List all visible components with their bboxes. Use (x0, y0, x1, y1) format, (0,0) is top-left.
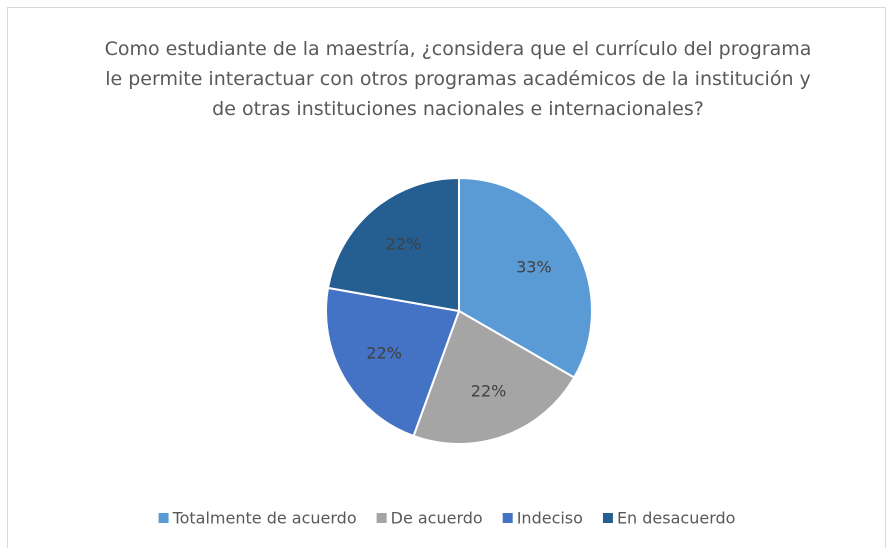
legend-swatch (158, 513, 169, 523)
pie-slice (458, 176, 593, 379)
chart-title: Como estudiante de la maestría, ¿conside… (104, 38, 812, 120)
legend-label: En desacuerdo (617, 509, 736, 528)
legend-label: Totalmente de acuerdo (172, 509, 357, 528)
pie-slice (326, 176, 460, 313)
legend-swatch (376, 513, 387, 523)
data-label: 22% (366, 344, 402, 363)
legend-label: Indeciso (517, 509, 583, 528)
legend-label: De acuerdo (391, 509, 483, 528)
legend-swatch (602, 513, 613, 523)
legend-swatch (502, 513, 513, 523)
data-label: 22% (386, 234, 422, 253)
pie-slice (412, 309, 576, 445)
data-label: 33% (516, 257, 552, 276)
data-label: 22% (471, 382, 507, 401)
pie-slice (325, 286, 461, 438)
